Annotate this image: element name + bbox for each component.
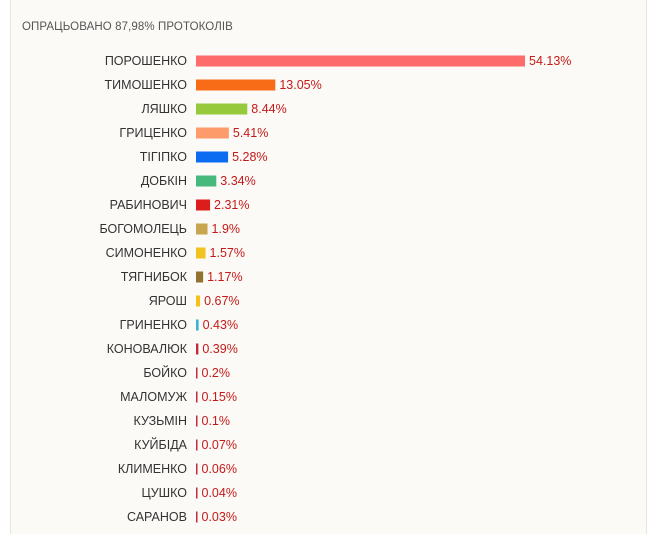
- bar-row: РАБИНОВИЧ 2.31%: [110, 198, 250, 212]
- bar: [196, 55, 525, 67]
- bar-row: ГРИЦЕНКО 5.41%: [119, 126, 268, 140]
- bar-row: ТІГІПКО 5.28%: [140, 150, 268, 164]
- category-label: ЯРОШ: [149, 294, 187, 308]
- bar: [196, 271, 204, 283]
- category-label: КЛИМЕНКО: [118, 462, 187, 476]
- value-label: 0.1%: [202, 414, 231, 428]
- bar: [196, 463, 198, 475]
- value-label: 5.28%: [232, 150, 267, 164]
- bar-row: ТИМОШЕНКО 13.05%: [105, 78, 322, 92]
- category-label: СИМОНЕНКО: [106, 246, 188, 260]
- category-label: ЛЯШКО: [141, 102, 187, 116]
- bar: [196, 223, 208, 235]
- bar-row: КУЗЬМІН 0.1%: [134, 414, 230, 428]
- bar-row: КУЙБІДА 0.07%: [134, 437, 237, 452]
- value-label: 1.57%: [210, 246, 245, 260]
- bar-row: ПОРОШЕНКО 54.13%: [105, 54, 572, 68]
- bar: [196, 319, 199, 331]
- bar: [196, 151, 229, 163]
- category-label: ТЯГНИБОК: [121, 270, 188, 284]
- value-label: 0.07%: [202, 438, 237, 452]
- bar: [196, 487, 198, 499]
- bar-row: ГРИНЕНКО 0.43%: [120, 318, 238, 332]
- value-label: 1.17%: [207, 270, 242, 284]
- bar-row: ЦУШКО 0.04%: [141, 486, 236, 500]
- bar: [196, 79, 276, 91]
- category-label: БОЙКО: [143, 365, 187, 380]
- bar: [196, 247, 206, 259]
- category-label: ГРИНЕНКО: [120, 318, 188, 332]
- bar-row: СИМОНЕНКО 1.57%: [106, 246, 245, 260]
- bar: [196, 103, 248, 115]
- bar-row: КОНОВАЛЮК 0.39%: [107, 342, 238, 356]
- value-label: 3.34%: [220, 174, 255, 188]
- value-label: 1.9%: [212, 222, 241, 236]
- value-label: 0.67%: [204, 294, 239, 308]
- value-label: 0.06%: [202, 462, 237, 476]
- category-label: КУЗЬМІН: [134, 414, 187, 428]
- category-label: ТИМОШЕНКО: [105, 78, 188, 92]
- category-label: ПОРОШЕНКО: [105, 54, 187, 68]
- category-label: РАБИНОВИЧ: [110, 198, 187, 212]
- bar: [196, 175, 217, 187]
- bar-row: ДОБКІН 3.34%: [141, 174, 256, 188]
- processed-protocols-heading: ОПРАЦЬОВАНО 87,98% ПРОТОКОЛІВ: [22, 21, 233, 33]
- category-label: ДОБКІН: [141, 174, 187, 188]
- bar: [196, 127, 229, 139]
- bar: [196, 511, 198, 523]
- value-label: 54.13%: [529, 54, 571, 68]
- category-label: КОНОВАЛЮК: [107, 342, 188, 356]
- category-label: БОГОМОЛЕЦЬ: [99, 222, 187, 236]
- bar-row: САРАНОВ 0.03%: [127, 510, 237, 524]
- bar-row: БОГОМОЛЕЦЬ 1.9%: [99, 222, 240, 236]
- bar-row: ТЯГНИБОК 1.17%: [121, 270, 243, 284]
- value-label: 0.03%: [202, 510, 237, 524]
- bar-row: ЛЯШКО 8.44%: [141, 102, 286, 116]
- bar: [196, 343, 199, 355]
- bar-row: КЛИМЕНКО 0.06%: [118, 462, 237, 476]
- value-label: 0.15%: [202, 390, 237, 404]
- value-label: 5.41%: [233, 126, 268, 140]
- bar: [196, 199, 211, 211]
- category-label: МАЛОМУЖ: [120, 390, 187, 404]
- category-label: ТІГІПКО: [140, 150, 187, 164]
- bar-row: ЯРОШ 0.67%: [149, 294, 240, 308]
- bar: [196, 415, 198, 427]
- category-label: КУЙБІДА: [134, 437, 187, 452]
- value-label: 13.05%: [279, 78, 321, 92]
- category-label: ГРИЦЕНКО: [119, 126, 187, 140]
- category-label: САРАНОВ: [127, 510, 187, 524]
- bar: [196, 367, 198, 379]
- value-label: 0.43%: [203, 318, 238, 332]
- category-label: ЦУШКО: [141, 486, 187, 500]
- bar-row: МАЛОМУЖ 0.15%: [120, 390, 237, 404]
- value-label: 0.39%: [202, 342, 237, 356]
- value-label: 8.44%: [251, 102, 286, 116]
- bar-row: БОЙКО 0.2%: [143, 365, 230, 380]
- value-label: 2.31%: [214, 198, 249, 212]
- bar: [196, 439, 198, 451]
- results-panel: [10, 0, 647, 534]
- bar: [196, 295, 201, 307]
- value-label: 0.2%: [202, 366, 231, 380]
- value-label: 0.04%: [202, 486, 237, 500]
- bar: [196, 391, 198, 403]
